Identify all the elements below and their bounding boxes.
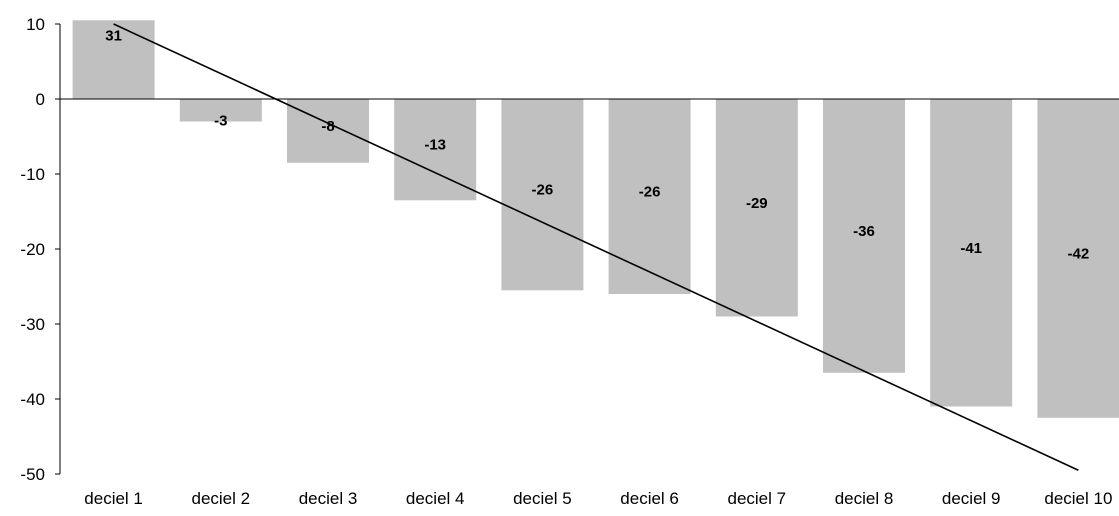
data-label-3: -8 — [321, 118, 334, 135]
x-tick-label-8: deciel 8 — [835, 489, 894, 508]
bars — [72, 20, 1119, 418]
x-tick-label-5: deciel 5 — [513, 489, 572, 508]
bar-7 — [715, 99, 798, 317]
data-label-5: -26 — [532, 182, 554, 199]
bar-3 — [287, 99, 369, 163]
y-tick-label: 0 — [36, 90, 45, 109]
trendline-group — [113, 23, 1079, 471]
bar-6 — [608, 99, 691, 294]
y-tick-label: -50 — [20, 465, 45, 484]
data-label-6: -26 — [639, 184, 661, 201]
x-tick-label-9: deciel 9 — [942, 489, 1001, 508]
labels: 10 0 -10 -20 -30 -40 -50 31 -3 -8 -13 -26 -26 -29 -36 -… — [20, 15, 1112, 508]
data-label-10: -42 — [1068, 245, 1090, 262]
data-label-8: -36 — [853, 223, 875, 240]
data-label-7: -29 — [746, 195, 768, 212]
data-label-1: 31 — [105, 27, 122, 44]
bar-5 — [501, 99, 584, 291]
trendline — [113, 23, 1079, 471]
y-tick-label: -40 — [20, 390, 45, 409]
x-tick-label-6: deciel 6 — [620, 489, 679, 508]
bar-1 — [72, 20, 155, 100]
data-label-9: -41 — [960, 240, 982, 257]
x-tick-label-10: deciel 10 — [1044, 489, 1112, 508]
x-tick-label-7: deciel 7 — [727, 489, 786, 508]
bar-10 — [1037, 99, 1119, 418]
y-tick-label: -10 — [20, 165, 45, 184]
bar-8 — [823, 99, 905, 373]
x-tick-label-1: deciel 1 — [84, 489, 143, 508]
axes — [55, 23, 1119, 475]
x-tick-label-3: deciel 3 — [299, 489, 358, 508]
data-label-4: -13 — [424, 137, 446, 154]
x-tick-label-2: deciel 2 — [191, 489, 250, 508]
bar-4 — [394, 99, 477, 201]
bar-9 — [930, 99, 1013, 407]
y-tick-label: -30 — [20, 315, 45, 334]
bar-2 — [179, 99, 262, 122]
data-label-2: -3 — [214, 113, 227, 130]
y-tick-label: -20 — [20, 240, 45, 259]
y-tick-label: 10 — [26, 15, 45, 34]
x-tick-label-4: deciel 4 — [406, 489, 465, 508]
